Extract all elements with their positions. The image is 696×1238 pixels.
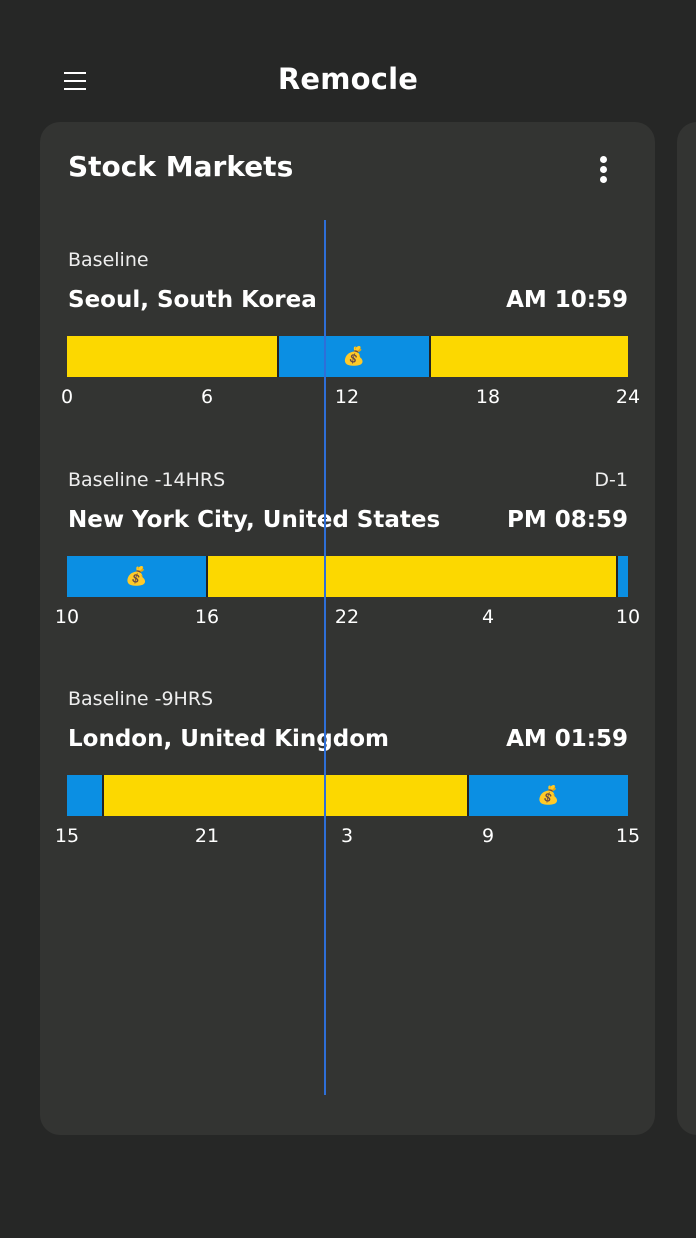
market-local-time: PM 08:59 [507, 507, 628, 533]
market-open-segment [67, 775, 102, 816]
hour-tick: 0 [60, 386, 74, 408]
money-bag-icon: 💰 [342, 345, 366, 367]
market-closed-segment [67, 336, 277, 377]
hamburger-menu-icon[interactable] [60, 68, 90, 96]
market-day-offset: D-1 [594, 469, 628, 491]
market-open-segment: 💰 [467, 775, 628, 816]
hour-tick: 9 [481, 825, 495, 847]
market-open-segment [616, 556, 628, 597]
market-baseline: Baseline [68, 249, 149, 271]
market-london: Baseline -9HRS London, United Kingdom AM… [40, 688, 655, 888]
hour-tick: 12 [334, 386, 360, 408]
hour-tick: 24 [615, 386, 641, 408]
market-closed-segment [102, 775, 467, 816]
market-closed-segment [429, 336, 628, 377]
market-city: New York City, United States [68, 507, 441, 533]
money-bag-icon: 💰 [537, 784, 560, 806]
stock-markets-card: Stock Markets Baseline Seoul, South Kore… [40, 122, 655, 1135]
app-title: Remocle [277, 62, 419, 96]
hour-tick: 3 [340, 825, 354, 847]
hour-tick: 6 [200, 386, 214, 408]
market-open-segment: 💰 [277, 336, 429, 377]
hour-tick: 21 [194, 825, 220, 847]
trading-hours-bar: 💰 [67, 556, 628, 597]
market-seoul: Baseline Seoul, South Korea AM 10:59 💰 0… [40, 249, 655, 449]
current-time-line[interactable] [324, 220, 326, 1095]
trading-hours-bar: 💰 [67, 775, 628, 816]
hour-tick: 15 [54, 825, 80, 847]
hour-tick: 4 [481, 606, 495, 628]
next-card-peek[interactable] [677, 122, 696, 1135]
hour-tick: 22 [334, 606, 360, 628]
market-baseline: Baseline -9HRS [68, 688, 214, 710]
market-local-time: AM 01:59 [506, 726, 628, 752]
market-open-segment: 💰 [67, 556, 206, 597]
market-closed-segment [206, 556, 616, 597]
market-city: Seoul, South Korea [68, 287, 317, 313]
trading-hours-bar: 💰 [67, 336, 628, 377]
card-title: Stock Markets [68, 150, 294, 183]
hour-tick: 18 [475, 386, 501, 408]
more-vert-icon[interactable] [590, 152, 618, 188]
hour-tick: 15 [615, 825, 641, 847]
market-city: London, United Kingdom [68, 726, 389, 752]
hour-tick: 10 [615, 606, 641, 628]
hour-tick: 10 [54, 606, 80, 628]
market-new-york: Baseline -14HRS D-1 New York City, Unite… [40, 469, 655, 669]
money-bag-icon: 💰 [125, 565, 148, 587]
market-local-time: AM 10:59 [506, 287, 628, 313]
market-baseline: Baseline -14HRS [68, 469, 226, 491]
hour-tick: 16 [194, 606, 220, 628]
